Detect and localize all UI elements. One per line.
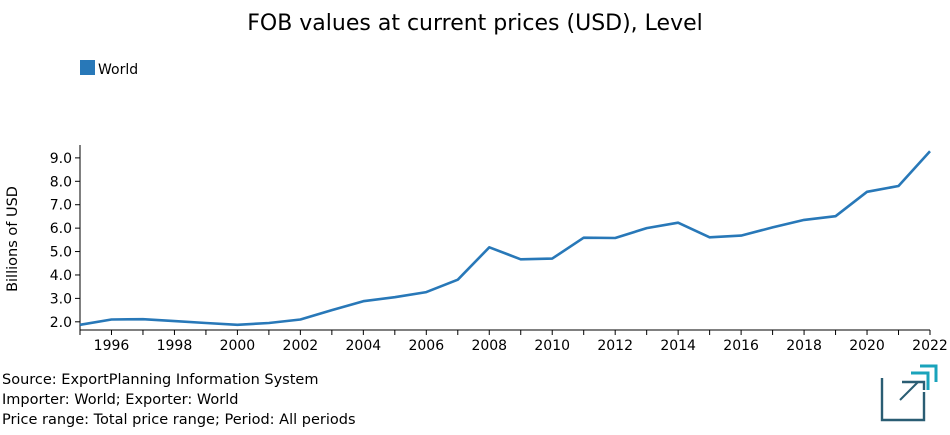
source-text: Source: ExportPlanning Information Syste… xyxy=(2,372,319,388)
x-tick-label: 1996 xyxy=(94,338,130,354)
x-tick-label: 2008 xyxy=(471,338,507,354)
y-axis-label: Billions of USD xyxy=(5,186,21,292)
y-axis: 2.0 3.0 4.0 5.0 6.0 7.0 8.0 9.0 xyxy=(50,145,81,331)
chart-footer: Source: ExportPlanning Information Syste… xyxy=(2,370,356,430)
x-tick-label: 2004 xyxy=(346,338,382,354)
y-tick-label: 2.0 xyxy=(50,315,72,331)
x-tick-label: 2014 xyxy=(660,338,696,354)
x-tick-label: 2010 xyxy=(534,338,570,354)
y-tick-label: 6.0 xyxy=(50,221,72,237)
y-tick-label: 5.0 xyxy=(50,245,72,261)
x-tick-label: 2012 xyxy=(597,338,633,354)
y-tick-label: 7.0 xyxy=(50,198,72,214)
series-line-world xyxy=(79,150,931,327)
x-tick-label: 2022 xyxy=(912,338,948,354)
importer-exporter-text: Importer: World; Exporter: World xyxy=(2,392,239,408)
legend: World xyxy=(80,60,138,78)
x-tick-label: 2020 xyxy=(849,338,885,354)
x-tick-label: 1998 xyxy=(157,338,193,354)
x-tick-label: 2002 xyxy=(283,338,319,354)
x-axis: 1996 1998 2000 2002 2004 2006 2008 2010 2012 2014… xyxy=(79,329,948,354)
price-period-text: Price range: Total price range; Period: … xyxy=(2,412,356,428)
x-tick-label: 2006 xyxy=(408,338,444,354)
y-tick-label: 9.0 xyxy=(50,151,72,167)
legend-swatch xyxy=(80,60,95,75)
y-tick-label: 8.0 xyxy=(50,174,72,190)
legend-label: World xyxy=(98,62,138,78)
line-chart: FOB values at current prices (USD), Leve… xyxy=(5,11,948,354)
x-tick-label: 2000 xyxy=(220,338,256,354)
y-tick-label: 4.0 xyxy=(50,268,72,284)
series-layer xyxy=(79,150,931,327)
x-tick-label: 2016 xyxy=(723,338,759,354)
exportplanning-logo-icon xyxy=(880,364,938,422)
chart-title: FOB values at current prices (USD), Leve… xyxy=(247,11,703,36)
y-tick-label: 3.0 xyxy=(50,291,72,307)
x-tick-label: 2018 xyxy=(786,338,822,354)
